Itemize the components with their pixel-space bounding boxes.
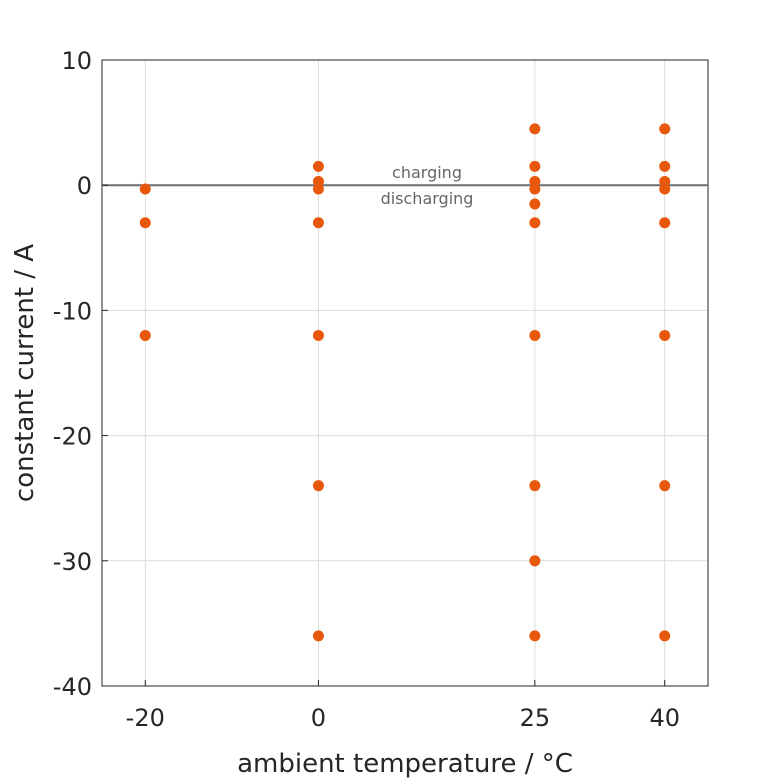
data-point: [529, 123, 541, 135]
data-point: [312, 329, 324, 341]
data-point: [139, 329, 151, 341]
x-tick-label: 25: [520, 704, 551, 732]
data-point: [529, 183, 541, 195]
data-point: [529, 160, 541, 172]
data-point: [529, 630, 541, 642]
x-axis-label: ambient temperature / °C: [237, 749, 573, 779]
plot-frame: [101, 59, 709, 687]
data-point: [659, 183, 671, 195]
annotation-charging: charging: [392, 163, 462, 182]
data-point: [529, 329, 541, 341]
data-point: [529, 217, 541, 229]
y-axis-label: constant current / A: [10, 244, 40, 502]
y-tick-label: 0: [77, 172, 92, 200]
data-point: [312, 183, 324, 195]
grid: [102, 59, 708, 687]
data-point: [529, 198, 541, 210]
x-tick-label: -20: [126, 704, 165, 732]
data-point: [139, 183, 151, 195]
data-point: [529, 555, 541, 567]
data-point: [659, 630, 671, 642]
data-point: [659, 329, 671, 341]
data-point: [139, 217, 151, 229]
y-tick-label: 10: [61, 47, 92, 75]
data-point: [659, 160, 671, 172]
data-point: [312, 630, 324, 642]
y-tick-label: -30: [53, 548, 92, 576]
data-point: [659, 217, 671, 229]
data-point: [659, 123, 671, 135]
y-tick-label: -20: [53, 423, 92, 451]
data-point: [312, 217, 324, 229]
data-point: [312, 480, 324, 492]
data-point: [312, 160, 324, 172]
x-tick-label: 0: [311, 704, 326, 732]
annotation-discharging: discharging: [381, 189, 474, 208]
y-tick-label: -40: [53, 673, 92, 701]
data-point: [659, 480, 671, 492]
x-tick-label: 40: [649, 704, 680, 732]
y-tick-label: -10: [53, 297, 92, 325]
data-point: [529, 480, 541, 492]
